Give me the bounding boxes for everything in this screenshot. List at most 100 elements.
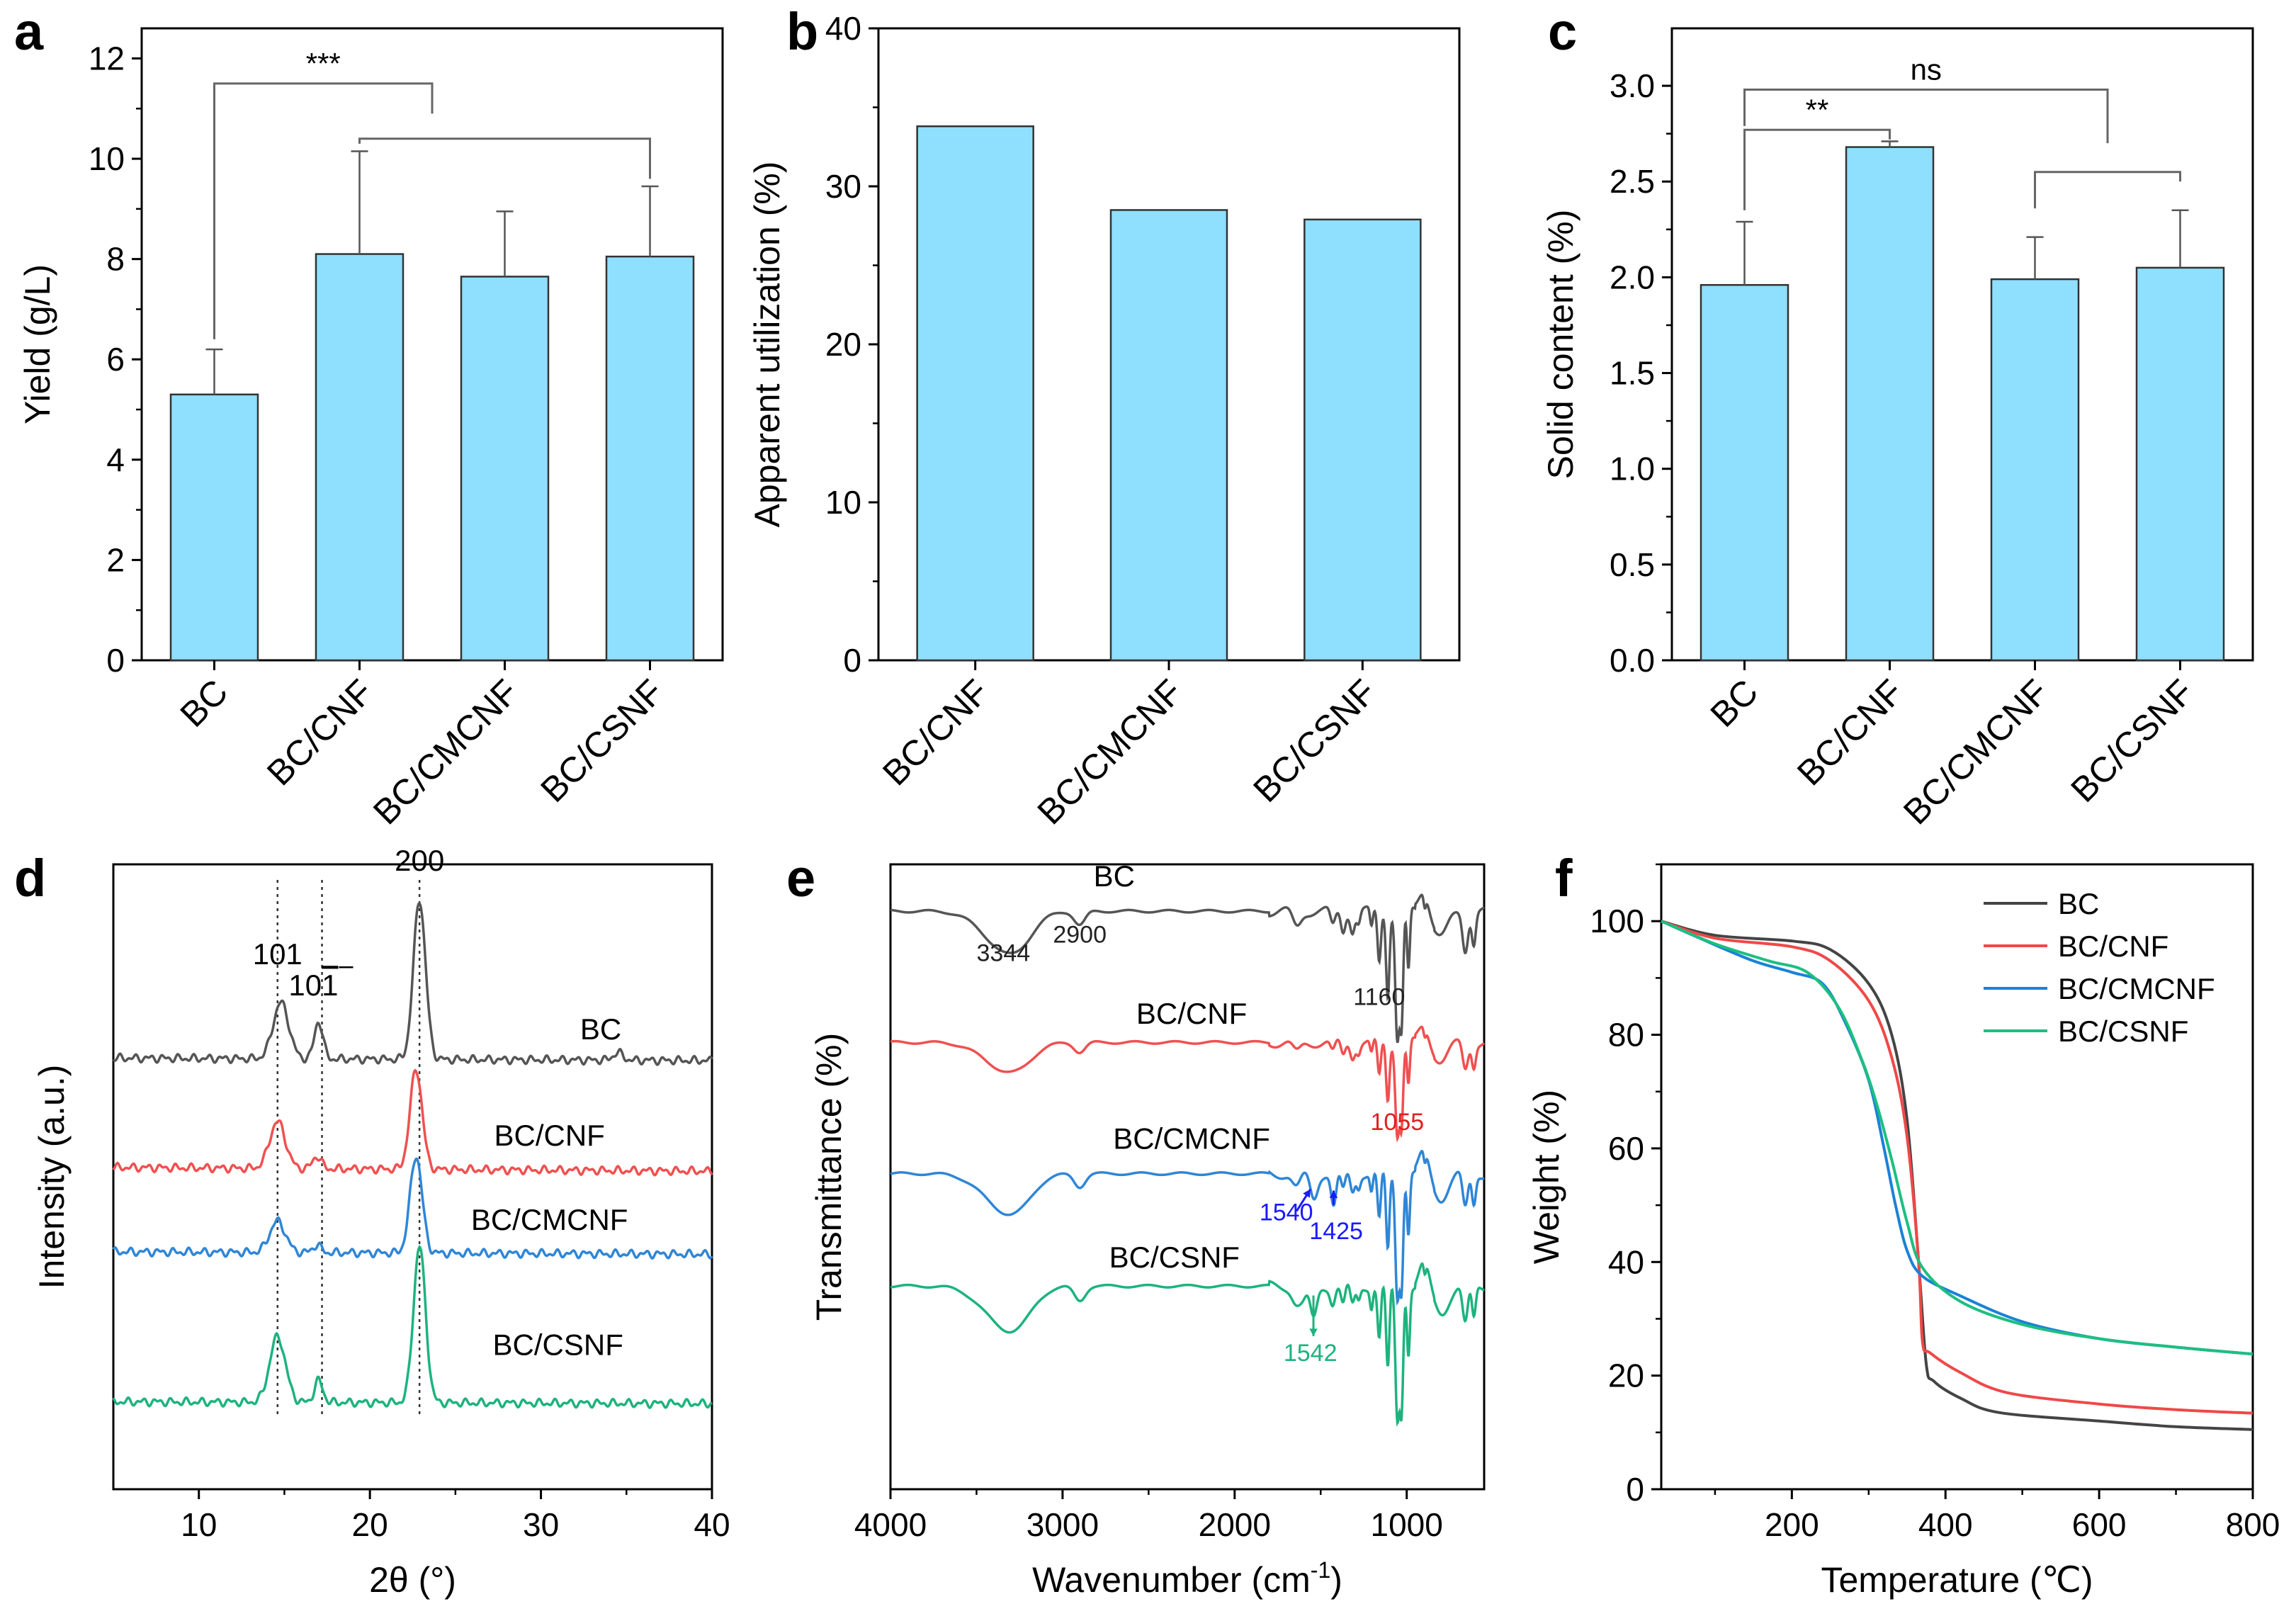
x-tick-label: 2000 [1199,1506,1271,1543]
bar-bc-cmcnf [460,276,550,662]
annotation-arrowhead [1329,1190,1338,1198]
x-axis-label-sup: -1 [1311,1557,1330,1583]
bar-bc-cmcnf [1109,209,1228,662]
y-tick-label: 10 [825,484,861,521]
panel-label: d [14,849,46,908]
x-tick-label: BC [1703,672,1766,735]
y-tick-label: 2 [106,541,125,578]
panel-label: b [786,2,818,61]
plot-frame [889,863,1486,1491]
peak-annotation: 101 [288,968,338,1002]
x-axis-label-tail: ) [1330,1560,1342,1600]
band-annotation: 3344 [977,940,1031,967]
significance-label: ** [1806,93,1829,126]
y-tick-label: 0 [1626,1471,1644,1508]
y-tick-label: 40 [1608,1243,1644,1280]
x-tick-label: BC/CSNF [533,672,671,810]
x-tick-label: 200 [1765,1506,1819,1543]
series-label: BC/CNF [494,1119,604,1152]
panel-c: c Solid content (%) 0.0 0.5 1.0 1.5 2.0 2.5 3.0 B… [1541,2,2254,832]
series-label: BC/CSNF [493,1328,623,1361]
annotation-arrowhead [1303,1189,1311,1198]
panel-label: a [14,2,44,61]
significance-bracket [2034,171,2181,209]
y-axis-label: Intensity (a.u.) [32,1065,72,1289]
legend-label: BC/CNF [2058,930,2168,963]
peak-annotation-text: 200 [395,844,444,877]
significance-label: *** [306,47,341,80]
bar-bc-cnf [916,125,1034,662]
series-line-bc-cmcnf [890,1149,1485,1306]
x-tick-label: 400 [1918,1506,1973,1543]
x-tick-label: 4000 [854,1506,927,1543]
y-tick-label: 1.5 [1610,355,1655,392]
legend-label: BC [2058,887,2099,920]
x-tick-label: 800 [2226,1506,2280,1543]
y-tick-label: 8 [106,241,125,278]
bar-bc-cnf [315,253,405,662]
peak-annotation-overbar: 1 [322,968,338,1002]
series-line-bc [890,893,1485,1044]
x-axis-label: Temperature (℃) [1821,1560,2093,1600]
x-axis-label: 2θ (°) [369,1560,456,1600]
plot-frame [1670,27,2254,662]
peak-annotation-text: 10 [288,968,322,1002]
x-tick-label: 40 [694,1506,730,1543]
bar-bc-csnf [1303,218,1422,662]
y-axis-label: Yield (g/L) [18,264,57,424]
peak-annotation: 200 [395,844,444,877]
y-tick-label: 60 [1608,1130,1644,1167]
series-label: BC/CMCNF [1113,1122,1270,1155]
bar-bc-cnf [1845,146,1935,662]
band-annotation: 2900 [1053,921,1107,948]
band-annotation: 1055 [1371,1109,1425,1136]
y-axis-label: Transmittance (%) [809,1033,849,1321]
x-tick-label: BC/CSNF [1245,672,1384,810]
panel-label: c [1548,2,1577,61]
x-tick-label: 600 [2072,1506,2127,1543]
bar-bc-csnf [2135,266,2225,662]
significance-bracket [1743,128,1891,210]
significance-bracket [1743,88,2109,144]
bar-bc-cmcnf [1990,278,2080,662]
significance-label: ns [1911,52,1942,86]
series-line-bc-csnf [112,1245,713,1410]
x-tick-label: 1000 [1371,1506,1443,1543]
y-tick-label: 10 [89,140,125,177]
series-line-bc-cnf [890,1025,1486,1143]
bar-bc [169,393,259,662]
band-annotation: 1542 [1284,1340,1338,1367]
panel-d: d Intensity (a.u.) 10 20 30 40 2θ (°) BC BC/CNF B… [14,844,730,1600]
significance-bracket [213,82,434,339]
peak-annotation-text: 101 [253,937,302,971]
x-tick-label: BC/CSNF [2063,672,2201,810]
x-tick-label: 30 [523,1506,559,1543]
annotation-arrowhead [1309,1328,1318,1336]
panel-label: e [786,849,815,908]
y-tick-label: 4 [106,441,125,478]
x-tick-label: 3000 [1027,1506,1099,1543]
y-tick-label: 20 [825,326,861,363]
y-axis-label: Apparent utilization (%) [747,162,787,528]
x-tick-label: BC/CNF [875,672,996,793]
y-axis-label: Weight (%) [1527,1090,1566,1264]
band-annotation: 1540 [1260,1199,1313,1226]
panel-b: b Apparent utilization (%) 0 10 20 30 40 BC/CNF… [747,2,1461,832]
plot-frame [140,27,724,662]
x-axis-label: Wavenumber (cm-1) [1032,1557,1342,1600]
peak-annotation: 101 [253,937,302,971]
y-tick-label: 0 [106,642,125,679]
y-tick-label: 0.5 [1610,546,1655,583]
x-tick-label: 20 [352,1506,388,1543]
plot-frame [1660,863,2254,1491]
plot-frame [112,863,713,1491]
panel-e: e Transmittance (%) 4000 3000 2000 1000 Wavenu… [786,849,1486,1600]
y-tick-label: 2.0 [1610,259,1655,295]
series-label: BC/CNF [1136,997,1247,1030]
panel-f: f Weight (%) 0 20 40 60 80 100 200 400 600 800 Tempe… [1527,849,2280,1600]
series-label: BC [580,1012,621,1046]
x-tick-label: BC [173,672,236,735]
x-tick-label: 10 [181,1506,217,1543]
y-tick-label: 0.0 [1610,642,1655,679]
